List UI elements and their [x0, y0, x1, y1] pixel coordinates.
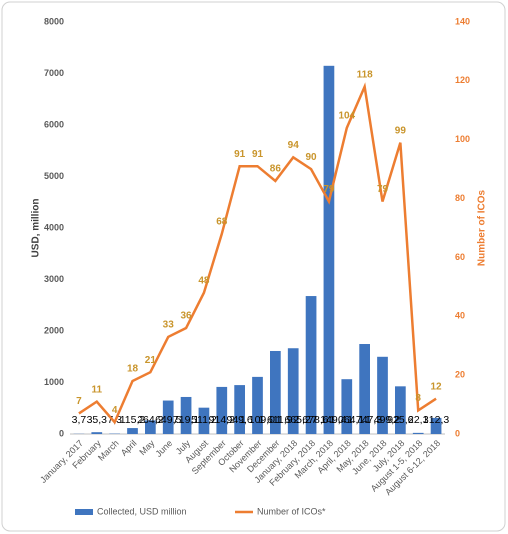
bar-value-label: 7 149,4	[311, 414, 346, 426]
line-value-label: 68	[216, 217, 228, 228]
bar-value-label: 649,5	[155, 414, 181, 426]
line-value-label: 21	[145, 355, 157, 366]
bar	[323, 65, 335, 434]
y2-tick-label: 140	[455, 16, 470, 26]
line-value-label: 104	[338, 111, 355, 122]
line-value-label: 36	[181, 311, 193, 322]
bar-value-label: 1 747,3	[347, 414, 382, 426]
y2-tick-label: 120	[455, 75, 470, 85]
line-value-label: 99	[395, 125, 407, 136]
line-value-label: 79	[377, 184, 389, 195]
bar	[180, 396, 192, 434]
y-tick-label: 2000	[44, 325, 64, 335]
y-tick-label: 3000	[44, 274, 64, 284]
y-tick-label: 7000	[44, 68, 64, 78]
bar	[377, 356, 388, 434]
y-tick-label: 0	[59, 428, 64, 438]
bar-value-label: 511,2	[191, 414, 217, 426]
y2-axis-title: Number of ICOs	[477, 190, 488, 267]
y-tick-label: 8000	[44, 16, 64, 26]
bar	[412, 432, 424, 434]
line	[78, 82, 437, 425]
line-value-label: 11	[91, 384, 102, 395]
bar	[127, 428, 138, 434]
bar-value-label: 1 665,2	[276, 414, 311, 426]
bar-value-label: 1 109,0	[240, 414, 275, 426]
bar-value-label: 925,6	[387, 414, 413, 426]
bar	[287, 348, 299, 434]
bar-value-label: 719,1	[173, 414, 199, 426]
bar	[270, 350, 281, 434]
line-value-label: 91	[252, 149, 264, 160]
bar-value-label: 3,7	[72, 414, 87, 426]
bar-value-label: 264,2	[137, 414, 163, 426]
bar-value-label: 115,2	[120, 414, 146, 426]
bar-value-label: 22,1	[408, 414, 429, 426]
bar	[395, 386, 406, 434]
y2-tick-label: 20	[455, 370, 465, 380]
bar	[216, 386, 228, 434]
bar	[341, 379, 353, 434]
bar	[91, 432, 103, 434]
bar-value-label: 914,2	[209, 414, 235, 426]
y-tick-label: 5000	[44, 171, 64, 181]
bar-value-label: 312,3	[423, 414, 449, 426]
line-value-label: 7	[76, 396, 82, 407]
bar-value-label: 1 611,9	[258, 414, 292, 426]
y-tick-label: 4000	[44, 222, 64, 232]
bar	[198, 407, 210, 434]
y2-tick-label: 80	[455, 193, 465, 203]
bar-value-label: 35,3	[87, 414, 108, 426]
bar-value-label: 2 678,6	[294, 414, 329, 426]
y2-tick-label: 40	[455, 311, 465, 321]
y-tick-label: 1000	[44, 377, 64, 387]
line-value-label: 118	[357, 69, 374, 80]
y2-tick-label: 0	[455, 428, 460, 438]
y2-tick-label: 100	[455, 134, 470, 144]
bar	[359, 344, 370, 434]
line-value-label: 48	[198, 275, 210, 286]
bar	[430, 417, 442, 434]
bar-value-label: 1 499,2	[365, 414, 400, 426]
legend-label: Number of ICOs*	[257, 506, 326, 516]
line-value-label: 79	[323, 184, 335, 195]
legend-label: Collected, USD million	[97, 506, 187, 516]
line-value-label: 94	[288, 140, 300, 151]
bar-value-label: 1 064,1	[329, 414, 364, 426]
line-value-label: 4	[112, 405, 118, 416]
bar-value-label: 949,6	[227, 414, 253, 426]
bar	[234, 385, 245, 434]
line-value-label: 33	[163, 320, 175, 331]
y-tick-label: 6000	[44, 119, 64, 129]
line-value-label: 18	[127, 364, 139, 375]
line-value-label: 91	[234, 149, 246, 160]
line-value-label: 86	[270, 164, 282, 175]
y-axis-title: USD, million	[31, 199, 42, 258]
legend-swatch	[75, 509, 93, 515]
bar	[252, 376, 263, 434]
line-value-label: 12	[431, 381, 443, 392]
line-value-label: 8	[415, 393, 421, 404]
bar	[305, 296, 317, 434]
line-value-label: 90	[306, 152, 318, 163]
bar	[162, 400, 174, 434]
y2-tick-label: 60	[455, 252, 465, 262]
bar	[145, 420, 156, 434]
